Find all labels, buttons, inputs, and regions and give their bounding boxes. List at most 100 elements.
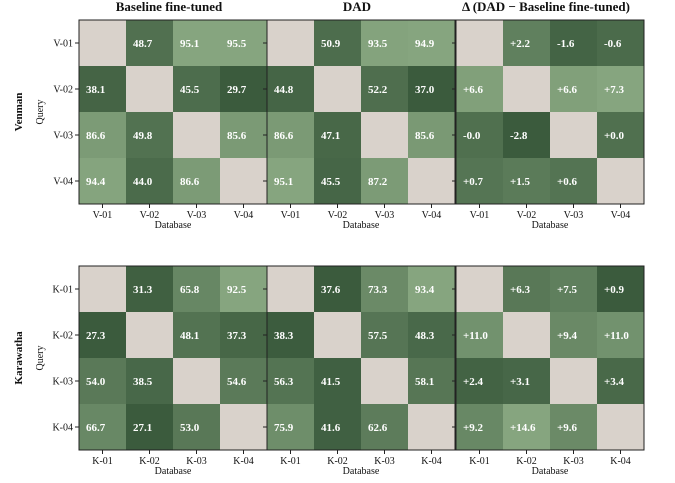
cell-value-label: 93.4 — [415, 284, 435, 296]
cell-value-label: 38.1 — [86, 84, 105, 96]
cell-value-label: 66.7 — [86, 422, 106, 434]
panel-frame — [455, 19, 645, 205]
cell-value-label: +2.4 — [463, 376, 484, 388]
heatmap-cell-venman-delta-r1c2 — [550, 66, 597, 112]
cell-value-label: 41.6 — [321, 422, 341, 434]
cell-value-label: +6.6 — [557, 84, 578, 96]
heatmap-cell-karawatha-delta-r2c0 — [456, 358, 503, 404]
heatmap-cell-venman-dad-r3c1 — [314, 158, 361, 204]
heatmap-cell-karawatha-dad-r0c1 — [314, 266, 361, 312]
cell-value-label: 27.1 — [133, 422, 152, 434]
heatmap-cell-venman-dad-r2c1 — [314, 112, 361, 158]
x-tick-label: V-02 — [517, 210, 537, 221]
heatmap-cell-karawatha-delta-r1c1 — [503, 312, 550, 358]
cell-value-label: 38.5 — [133, 376, 153, 388]
heatmap-cell-karawatha-delta-r0c0 — [456, 266, 503, 312]
heatmap-cell-venman-baseline-r2c0 — [79, 112, 126, 158]
x-tick-label: K-02 — [139, 456, 160, 467]
cell-value-label: 29.7 — [227, 84, 247, 96]
heatmap-grid: 48.7 95.1 95.5 38.1 45.5 29.7 86.6 49.8 85.6 94.4… — [13, 19, 645, 477]
heatmap-cell-venman-delta-r0c1 — [503, 20, 550, 66]
heatmap-cell-venman-baseline-r1c0 — [79, 66, 126, 112]
cell-value-label: 87.2 — [368, 176, 388, 188]
cell-value-label: 41.5 — [321, 376, 341, 388]
cell-value-label: 54.0 — [86, 376, 106, 388]
heatmap-cell-karawatha-delta-r3c3 — [597, 404, 644, 450]
cell-value-label: -1.6 — [557, 38, 575, 50]
heatmap-cell-venman-delta-r3c3 — [597, 158, 644, 204]
y-tick-label: K-01 — [52, 285, 73, 296]
heatmap-cell-karawatha-dad-r1c1 — [314, 312, 361, 358]
heatmap-cell-karawatha-baseline-r3c0 — [79, 404, 126, 450]
cell-value-label: 65.8 — [180, 284, 200, 296]
heatmap-cell-venman-dad-r2c2 — [361, 112, 408, 158]
x-tick-label: V-02 — [328, 210, 348, 221]
cell-value-label: 52.2 — [368, 84, 388, 96]
cell-value-label: 37.0 — [415, 84, 435, 96]
cell-value-label: 95.1 — [274, 176, 293, 188]
x-axis-label: Database — [532, 466, 569, 477]
cell-value-label: 27.3 — [86, 330, 106, 342]
heatmap-cell-venman-delta-r1c0 — [456, 66, 503, 112]
heatmap-cell-karawatha-delta-r2c2 — [550, 358, 597, 404]
heatmap-cell-karawatha-dad-r0c0 — [267, 266, 314, 312]
y-tick-label: K-02 — [52, 331, 73, 342]
heatmap-cell-karawatha-delta-r0c2 — [550, 266, 597, 312]
panel-frame — [266, 19, 456, 205]
x-tick-label: K-01 — [469, 456, 490, 467]
cell-value-label: +11.0 — [463, 330, 488, 342]
heatmap-cell-venman-dad-r0c2 — [361, 20, 408, 66]
heatmap-cell-karawatha-baseline-r1c0 — [79, 312, 126, 358]
heatmap-cell-venman-dad-r3c3 — [408, 158, 455, 204]
cell-value-label: 53.0 — [180, 422, 200, 434]
heatmap-cell-karawatha-dad-r3c2 — [361, 404, 408, 450]
heatmap-cell-karawatha-dad-r0c2 — [361, 266, 408, 312]
cell-value-label: +9.2 — [463, 422, 484, 434]
heatmap-cell-karawatha-dad-r0c3 — [408, 266, 455, 312]
heatmap-cell-karawatha-baseline-r1c1 — [126, 312, 173, 358]
panel-title-dad: DAD — [343, 0, 371, 14]
heatmap-cell-karawatha-baseline-r3c2 — [173, 404, 220, 450]
heatmap-cell-venman-baseline-r1c3 — [220, 66, 267, 112]
heatmap-cell-karawatha-dad-r3c0 — [267, 404, 314, 450]
panel-frame — [266, 265, 456, 451]
x-tick-label: V-04 — [234, 210, 254, 221]
cell-value-label: -0.0 — [463, 130, 481, 142]
cell-value-label: 31.3 — [133, 284, 153, 296]
cell-value-label: 37.3 — [227, 330, 247, 342]
cell-value-label: +11.0 — [604, 330, 629, 342]
heatmap-cell-karawatha-dad-r3c1 — [314, 404, 361, 450]
cell-value-label: 45.5 — [180, 84, 200, 96]
heatmap-cell-karawatha-dad-r1c2 — [361, 312, 408, 358]
cell-value-label: 62.6 — [368, 422, 388, 434]
heatmap-cell-karawatha-baseline-r1c2 — [173, 312, 220, 358]
x-axis-label: Database — [343, 220, 380, 231]
cell-value-label: 75.9 — [274, 422, 294, 434]
heatmap-cell-karawatha-delta-r0c3 — [597, 266, 644, 312]
heatmap-cell-venman-delta-r2c2 — [550, 112, 597, 158]
x-tick-label: K-02 — [516, 456, 537, 467]
heatmap-cell-karawatha-delta-r1c0 — [456, 312, 503, 358]
panel-title-baseline: Baseline fine-tuned — [116, 0, 223, 14]
heatmap-cell-venman-delta-r0c0 — [456, 20, 503, 66]
cell-value-label: 56.3 — [274, 376, 294, 388]
y-tick-label: K-04 — [52, 423, 73, 434]
heatmap-cell-karawatha-delta-r2c1 — [503, 358, 550, 404]
cell-value-label: 95.5 — [227, 38, 247, 50]
group-label-karawatha: Karawatha — [13, 331, 25, 385]
x-tick-label: V-01 — [93, 210, 113, 221]
heatmap-cell-venman-dad-r3c0 — [267, 158, 314, 204]
cell-value-label: 38.3 — [274, 330, 294, 342]
cell-value-label: 94.4 — [86, 176, 106, 188]
x-tick-label: K-03 — [186, 456, 207, 467]
y-tick-label: V-02 — [53, 85, 73, 96]
x-tick-label: K-04 — [233, 456, 254, 467]
heatmap-cell-venman-delta-r1c3 — [597, 66, 644, 112]
x-tick-label: V-02 — [140, 210, 160, 221]
heatmap-cell-venman-delta-r3c1 — [503, 158, 550, 204]
x-tick-label: K-04 — [421, 456, 442, 467]
cell-value-label: 54.6 — [227, 376, 247, 388]
cell-value-label: +3.4 — [604, 376, 625, 388]
heatmap-cell-venman-delta-r0c3 — [597, 20, 644, 66]
x-tick-label: V-03 — [564, 210, 584, 221]
